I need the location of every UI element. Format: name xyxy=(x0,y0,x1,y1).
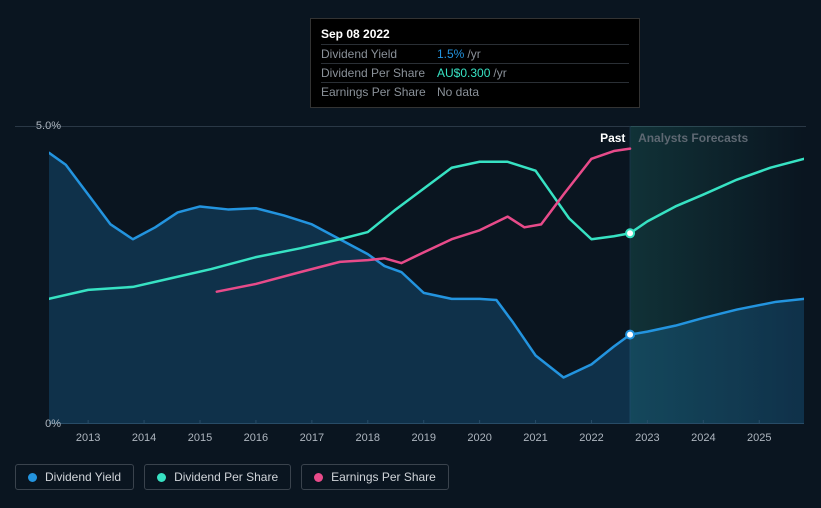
x-axis-label: 2020 xyxy=(467,432,491,444)
tooltip-row-suffix: /yr xyxy=(493,66,506,80)
tooltip-row-suffix: /yr xyxy=(467,47,480,61)
tooltip-row: Earnings Per ShareNo data xyxy=(321,82,629,101)
x-axis-label: 2014 xyxy=(132,432,156,444)
x-axis-label: 2025 xyxy=(747,432,771,444)
legend-label: Earnings Per Share xyxy=(331,470,436,484)
legend-item-dividend-per-share[interactable]: Dividend Per Share xyxy=(144,464,291,490)
tooltip-row-value: 1.5% xyxy=(437,47,464,61)
tooltip-row-value: No data xyxy=(437,85,479,99)
x-axis-label: 2017 xyxy=(300,432,324,444)
legend-item-dividend-yield[interactable]: Dividend Yield xyxy=(15,464,134,490)
x-axis-label: 2019 xyxy=(411,432,435,444)
tooltip-row-label: Earnings Per Share xyxy=(321,85,437,99)
chart-plot-area[interactable] xyxy=(49,126,804,424)
legend-label: Dividend Per Share xyxy=(174,470,278,484)
chart-legend: Dividend Yield Dividend Per Share Earnings… xyxy=(15,464,449,490)
x-axis-label: 2021 xyxy=(523,432,547,444)
x-axis-label: 2022 xyxy=(579,432,603,444)
legend-dot-icon xyxy=(314,473,323,482)
x-axis-label: 2018 xyxy=(356,432,380,444)
x-axis-label: 2023 xyxy=(635,432,659,444)
legend-dot-icon xyxy=(28,473,37,482)
tooltip-row-label: Dividend Yield xyxy=(321,47,437,61)
legend-label: Dividend Yield xyxy=(45,470,121,484)
x-axis-label: 2016 xyxy=(244,432,268,444)
dividend-chart: Past Analysts Forecasts Sep 08 2022 Divi… xyxy=(0,0,821,508)
tooltip-row-label: Dividend Per Share xyxy=(321,66,437,80)
chart-tooltip: Sep 08 2022 Dividend Yield1.5%/yrDividen… xyxy=(310,18,640,108)
legend-item-earnings-per-share[interactable]: Earnings Per Share xyxy=(301,464,449,490)
y-axis-label: 0% xyxy=(45,418,61,430)
tooltip-row: Dividend Yield1.5%/yr xyxy=(321,44,629,63)
y-axis-label: 5.0% xyxy=(36,120,61,132)
past-label: Past xyxy=(600,131,625,145)
x-axis-label: 2013 xyxy=(76,432,100,444)
tooltip-row: Dividend Per ShareAU$0.300/yr xyxy=(321,63,629,82)
forecast-label: Analysts Forecasts xyxy=(638,131,748,145)
x-axis-label: 2015 xyxy=(188,432,212,444)
tooltip-date: Sep 08 2022 xyxy=(321,24,629,44)
legend-dot-icon xyxy=(157,473,166,482)
x-axis-label: 2024 xyxy=(691,432,715,444)
tooltip-row-value: AU$0.300 xyxy=(437,66,490,80)
